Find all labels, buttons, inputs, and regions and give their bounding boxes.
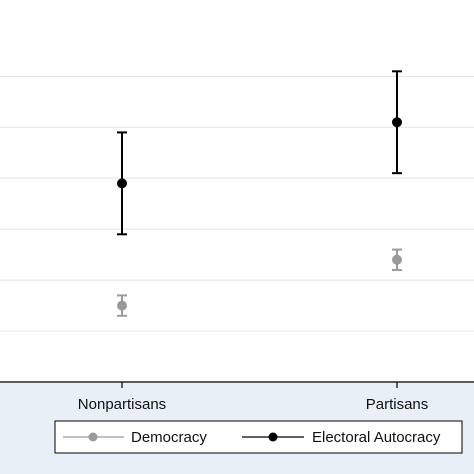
legend-label-electoral-autocracy: Electoral Autocracy (312, 429, 441, 446)
point-democracy-nonpartisans (117, 300, 127, 311)
grid-lines (0, 75, 474, 332)
legend-marker-democracy (88, 432, 98, 442)
plot-area (0, 0, 474, 382)
legend-label-democracy: Democracy (131, 429, 207, 446)
legend: Democracy Electoral Autocracy (54, 420, 463, 454)
point-democracy-partisans (392, 254, 402, 265)
point-electoral-autocracy-partisans (392, 117, 402, 128)
point-electoral-autocracy-nonpartisans (117, 178, 127, 189)
x-axis-ticks: Nonpartisans Partisans (78, 382, 428, 413)
series-marks (117, 70, 402, 317)
x-tick-label-nonpartisans: Nonpartisans (78, 396, 166, 413)
legend-marker-electoral-autocracy (268, 432, 278, 442)
x-tick-label-partisans: Partisans (366, 396, 429, 413)
